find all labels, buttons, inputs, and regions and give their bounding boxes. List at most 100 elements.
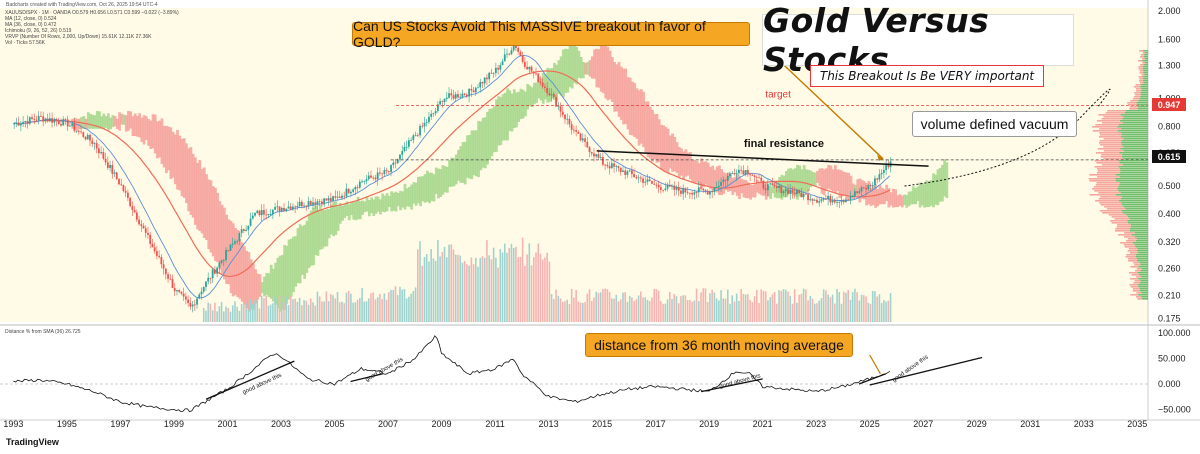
- volume-bar: [597, 292, 600, 322]
- profile-bar-up: [1129, 218, 1148, 220]
- profile-bar-down: [1093, 186, 1119, 188]
- candle-body: [668, 184, 671, 187]
- profile-bar-down: [1140, 56, 1144, 58]
- candle-body: [655, 184, 658, 186]
- candle-body: [370, 175, 372, 178]
- profile-bar-up: [1144, 54, 1148, 56]
- volume-bar: [341, 301, 343, 322]
- cloud-segment: [851, 183, 855, 200]
- cloud-segment: [617, 61, 621, 117]
- cloud-segment: [269, 264, 273, 299]
- volume-bar: [209, 303, 212, 322]
- profile-bar-down: [1140, 64, 1144, 66]
- cloud-segment: [258, 274, 262, 297]
- cloud-segment: [691, 159, 695, 183]
- volume-bar: [662, 303, 664, 322]
- candle-body: [332, 196, 334, 201]
- candle-body: [24, 121, 27, 122]
- candle-body: [771, 183, 774, 186]
- cloud-segment: [156, 121, 159, 159]
- candle-body: [570, 124, 573, 130]
- volume-bar: [568, 303, 571, 322]
- cloud-segment: [747, 182, 750, 199]
- cloud-segment: [408, 186, 411, 207]
- profile-bar-down: [1100, 144, 1122, 146]
- volume-bar: [272, 303, 274, 322]
- candle-body: [372, 177, 375, 179]
- profile-bar-up: [1144, 74, 1148, 76]
- cloud-segment: [131, 116, 135, 137]
- volume-bar: [408, 296, 410, 322]
- candle-body: [278, 206, 281, 212]
- candle-body: [508, 53, 511, 55]
- volume-bar: [280, 302, 283, 322]
- profile-bar-down: [1138, 60, 1143, 62]
- candle-body: [653, 183, 656, 185]
- cloud-segment: [345, 201, 349, 216]
- candle-body: [637, 177, 640, 179]
- candle-body: [296, 206, 299, 208]
- cloud-segment: [818, 168, 822, 186]
- profile-bar-down: [1096, 162, 1120, 164]
- cloud-segment: [459, 146, 463, 183]
- candle-body: [662, 189, 665, 191]
- profile-bar-up: [1136, 250, 1148, 252]
- cloud-segment: [78, 118, 81, 130]
- candle-body: [15, 122, 18, 124]
- cloud-segment: [805, 169, 808, 193]
- candle-body: [236, 241, 239, 242]
- candle-body: [57, 121, 60, 125]
- candle-body: [17, 122, 20, 126]
- candle-body: [441, 101, 444, 103]
- candle-body: [298, 201, 301, 207]
- volume-bar: [684, 295, 687, 322]
- cloud-segment: [450, 157, 454, 187]
- volume-bar: [693, 300, 696, 322]
- candle-body: [711, 191, 714, 193]
- candle-body: [677, 187, 680, 191]
- profile-bar-down: [1130, 266, 1139, 268]
- candle-body: [84, 136, 87, 140]
- candle-body: [401, 151, 404, 155]
- candle-body: [820, 199, 823, 202]
- profile-bar-up: [1121, 204, 1148, 206]
- cloud-segment: [568, 45, 572, 88]
- volume-bar: [260, 295, 263, 322]
- volume-bar: [653, 288, 655, 322]
- candle-body: [599, 157, 602, 158]
- candle-body: [827, 195, 830, 200]
- volume-bar: [305, 300, 308, 322]
- final-resistance-label: final resistance: [744, 138, 824, 150]
- cloud-segment: [307, 213, 311, 268]
- candle-body: [294, 206, 297, 208]
- candle-body: [445, 97, 448, 100]
- cloud-segment: [923, 184, 926, 208]
- volume-bar: [744, 294, 747, 322]
- x-tick-label: 2027: [913, 419, 933, 429]
- tradingview-logo-text: TradingView: [6, 437, 59, 447]
- candle-body: [503, 54, 506, 62]
- candle-body: [521, 55, 524, 62]
- profile-bar-down: [1126, 254, 1137, 256]
- profile-bar-down: [1095, 184, 1120, 186]
- cloud-segment: [642, 91, 645, 148]
- cloud-segment: [122, 114, 126, 125]
- profile-bar-down: [1097, 148, 1121, 150]
- candle-body: [568, 118, 571, 125]
- profile-bar-down: [1097, 176, 1120, 178]
- candle-body: [700, 187, 702, 189]
- candle-body: [871, 185, 874, 187]
- candle-body: [492, 73, 495, 74]
- profile-bar-down: [1100, 156, 1122, 158]
- candle-body: [343, 195, 346, 197]
- candle-body: [124, 191, 127, 193]
- volume-bar: [664, 303, 667, 322]
- cloud-segment: [646, 101, 650, 158]
- candle-body: [506, 53, 508, 55]
- candle-body: [434, 111, 437, 114]
- candle-body: [131, 206, 134, 210]
- profile-bar-up: [1141, 276, 1148, 278]
- candle-body: [95, 143, 98, 149]
- cloud-segment: [771, 182, 775, 194]
- volume-bar: [878, 294, 881, 322]
